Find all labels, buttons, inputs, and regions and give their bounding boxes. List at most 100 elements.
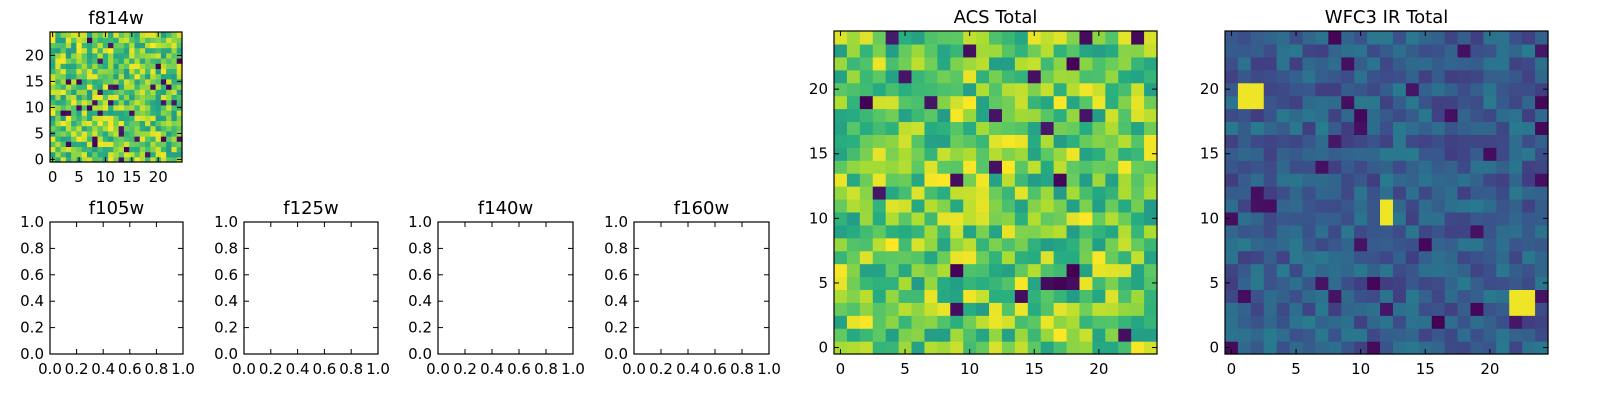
- heatmap-cell: [81, 141, 88, 147]
- heatmap-cell: [1483, 43, 1497, 58]
- heatmap-cell: [1470, 147, 1484, 161]
- heatmap-cell: [976, 276, 990, 290]
- heatmap-cell: [898, 108, 913, 123]
- heatmap-cell: [1431, 289, 1446, 303]
- heatmap-cell: [1522, 302, 1536, 316]
- heatmap-cell: [1367, 198, 1381, 213]
- heatmap-cell: [1341, 328, 1355, 342]
- heatmap-cell: [1066, 224, 1081, 239]
- heatmap-cell: [1328, 56, 1342, 71]
- heatmap-cell: [1418, 328, 1433, 342]
- x-tick-label: 0.8: [339, 360, 363, 378]
- heatmap-cell: [71, 42, 77, 49]
- heatmap-cell: [1014, 121, 1029, 135]
- heatmap-cell: [963, 341, 977, 355]
- heatmap-cell: [1092, 237, 1106, 252]
- heatmap-cell: [898, 263, 913, 278]
- heatmap-cell: [71, 125, 77, 132]
- heatmap-cell: [160, 141, 167, 147]
- heatmap-cell: [846, 95, 861, 110]
- heatmap-cell: [1392, 134, 1407, 148]
- heatmap-cell: [150, 68, 157, 75]
- heatmap-cell: [150, 37, 157, 43]
- heatmap-cell: [1289, 315, 1304, 329]
- heatmap-cell: [976, 95, 990, 110]
- heatmap-cell: [963, 276, 977, 290]
- heatmap-cell: [139, 130, 146, 137]
- heatmap-cell: [834, 134, 848, 148]
- heatmap-cell: [911, 328, 926, 342]
- heatmap-cell: [1457, 43, 1472, 58]
- heatmap-cell: [911, 276, 926, 290]
- heatmap-cell: [1522, 341, 1536, 355]
- heatmap-cell: [1276, 31, 1291, 45]
- heatmap-cell: [1263, 237, 1278, 252]
- heatmap-cell: [1341, 134, 1355, 148]
- heatmap-cell: [1328, 328, 1342, 342]
- heatmap-cell: [102, 125, 109, 132]
- heatmap-cell: [118, 130, 125, 137]
- heatmap-cell: [1105, 276, 1119, 290]
- heatmap-cell: [1014, 289, 1029, 303]
- heatmap-cell: [834, 147, 848, 161]
- heatmap-cell: [872, 69, 887, 84]
- heatmap-cell: [1237, 160, 1252, 174]
- heatmap-cell: [171, 58, 178, 64]
- y-tick-label: 5: [818, 274, 828, 292]
- heatmap-cell: [113, 73, 120, 80]
- heatmap-cell: [1380, 82, 1394, 97]
- heatmap-cell: [1302, 108, 1317, 123]
- heatmap-cell: [123, 151, 130, 158]
- heatmap-cell: [102, 89, 109, 95]
- heatmap-cell: [1535, 134, 1549, 148]
- heatmap-cell: [60, 73, 67, 80]
- heatmap-cell: [50, 68, 56, 75]
- heatmap-cell: [1444, 341, 1459, 355]
- heatmap-cell: [1341, 95, 1355, 110]
- heatmap-cell: [118, 73, 125, 80]
- heatmap-cell: [1027, 160, 1042, 174]
- heatmap-cell: [872, 328, 887, 342]
- heatmap-cell: [859, 250, 874, 265]
- heatmap-cell: [123, 94, 130, 101]
- heatmap-cell: [1496, 160, 1510, 174]
- heatmap-cell: [92, 110, 99, 116]
- heatmap-cell: [1444, 263, 1459, 278]
- heatmap-cell: [50, 94, 56, 101]
- heatmap-cell: [1289, 173, 1304, 187]
- heatmap-cell: [108, 130, 114, 137]
- heatmap-cell: [150, 99, 157, 106]
- heatmap-cell: [1131, 263, 1145, 278]
- heatmap-cell: [1131, 198, 1145, 213]
- heatmap-cell: [1405, 186, 1420, 200]
- heatmap-cell: [134, 47, 141, 54]
- heatmap-cell: [1105, 302, 1119, 316]
- heatmap-cell: [1092, 134, 1106, 148]
- heatmap-cell: [924, 173, 938, 187]
- heatmap-cell: [118, 151, 125, 158]
- heatmap-cell: [989, 160, 1003, 174]
- heatmap-cell: [1444, 276, 1459, 290]
- heatmap-cell: [86, 32, 93, 38]
- heatmap-cell: [1535, 147, 1549, 161]
- heatmap-cell: [1354, 328, 1368, 342]
- heatmap-cell: [113, 151, 120, 158]
- heatmap-cell: [1483, 341, 1497, 355]
- heatmap-cell: [846, 198, 861, 213]
- heatmap-cell: [166, 47, 173, 54]
- heatmap-cell: [129, 151, 136, 158]
- heatmap-cell: [160, 73, 167, 80]
- heatmap-cell: [1392, 108, 1407, 123]
- heatmap-cell: [1250, 95, 1265, 110]
- heatmap-cell: [92, 115, 99, 121]
- x-tick-label: 0: [1227, 360, 1237, 378]
- heatmap-cell: [1522, 147, 1536, 161]
- heatmap-cell: [1470, 69, 1484, 84]
- heatmap-cell: [81, 73, 88, 80]
- heatmap-cell: [1053, 173, 1068, 187]
- heatmap-cell: [171, 52, 178, 59]
- heatmap-cell: [1001, 160, 1016, 174]
- heatmap-cell: [1431, 134, 1446, 148]
- heatmap-cell: [1027, 250, 1042, 265]
